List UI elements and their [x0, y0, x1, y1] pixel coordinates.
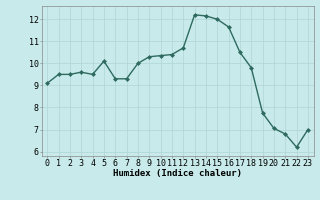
- X-axis label: Humidex (Indice chaleur): Humidex (Indice chaleur): [113, 169, 242, 178]
